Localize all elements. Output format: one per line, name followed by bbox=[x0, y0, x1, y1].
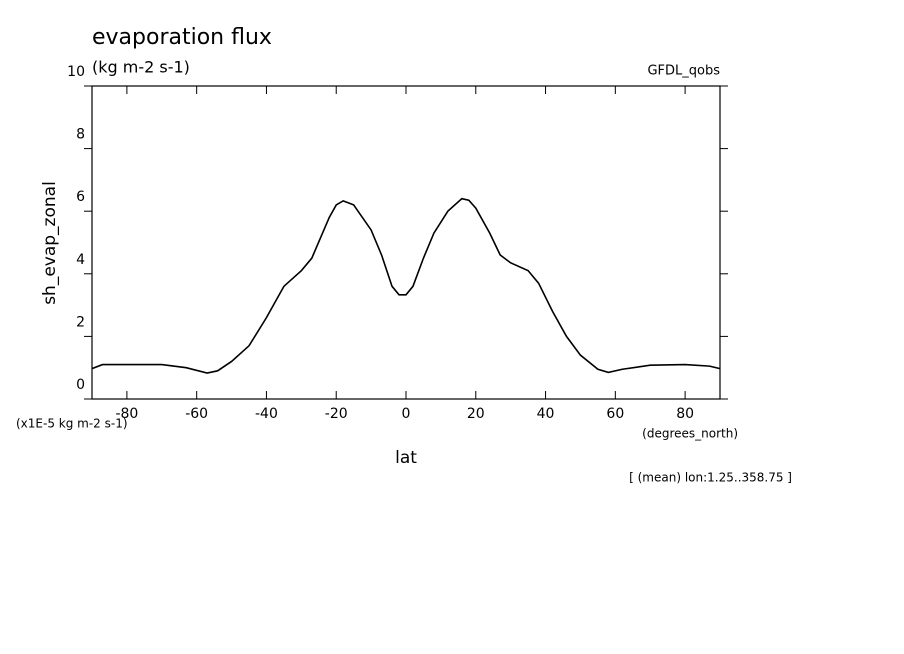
y-tick-label: 0 bbox=[76, 377, 85, 393]
y-tick-label: 2 bbox=[76, 314, 85, 330]
annotation: [ (mean) lon:1.25..358.75 ] bbox=[629, 471, 792, 485]
x-tick-label: -20 bbox=[325, 406, 348, 422]
x-tick-label: 40 bbox=[537, 406, 555, 422]
y-tick-label: 8 bbox=[76, 127, 85, 143]
y-tick-label: 6 bbox=[76, 189, 85, 205]
y-axis-label: sh_evap_zonal bbox=[40, 181, 60, 305]
x-tick-label: -40 bbox=[255, 406, 278, 422]
x-tick-label: 60 bbox=[606, 406, 624, 422]
data-line bbox=[91, 197, 721, 374]
x-tick-label: -60 bbox=[185, 406, 208, 422]
y-tick-label: 10 bbox=[67, 64, 85, 80]
x-axis-label: lat bbox=[395, 448, 417, 468]
y-units: (x1E-5 kg m-2 s-1) bbox=[16, 417, 128, 431]
y-tick-label: 4 bbox=[76, 252, 85, 268]
x-tick-label: -80 bbox=[115, 406, 138, 422]
x-tick-label: 80 bbox=[676, 406, 694, 422]
chart-subtitle: (kg m-2 s-1) bbox=[92, 58, 190, 77]
x-tick-label: 20 bbox=[467, 406, 485, 422]
dataset-label: GFDL_qobs bbox=[647, 64, 720, 79]
x-tick-label: 0 bbox=[402, 406, 411, 422]
x-units: (degrees_north) bbox=[642, 427, 738, 441]
chart-title: evaporation flux bbox=[92, 25, 272, 50]
